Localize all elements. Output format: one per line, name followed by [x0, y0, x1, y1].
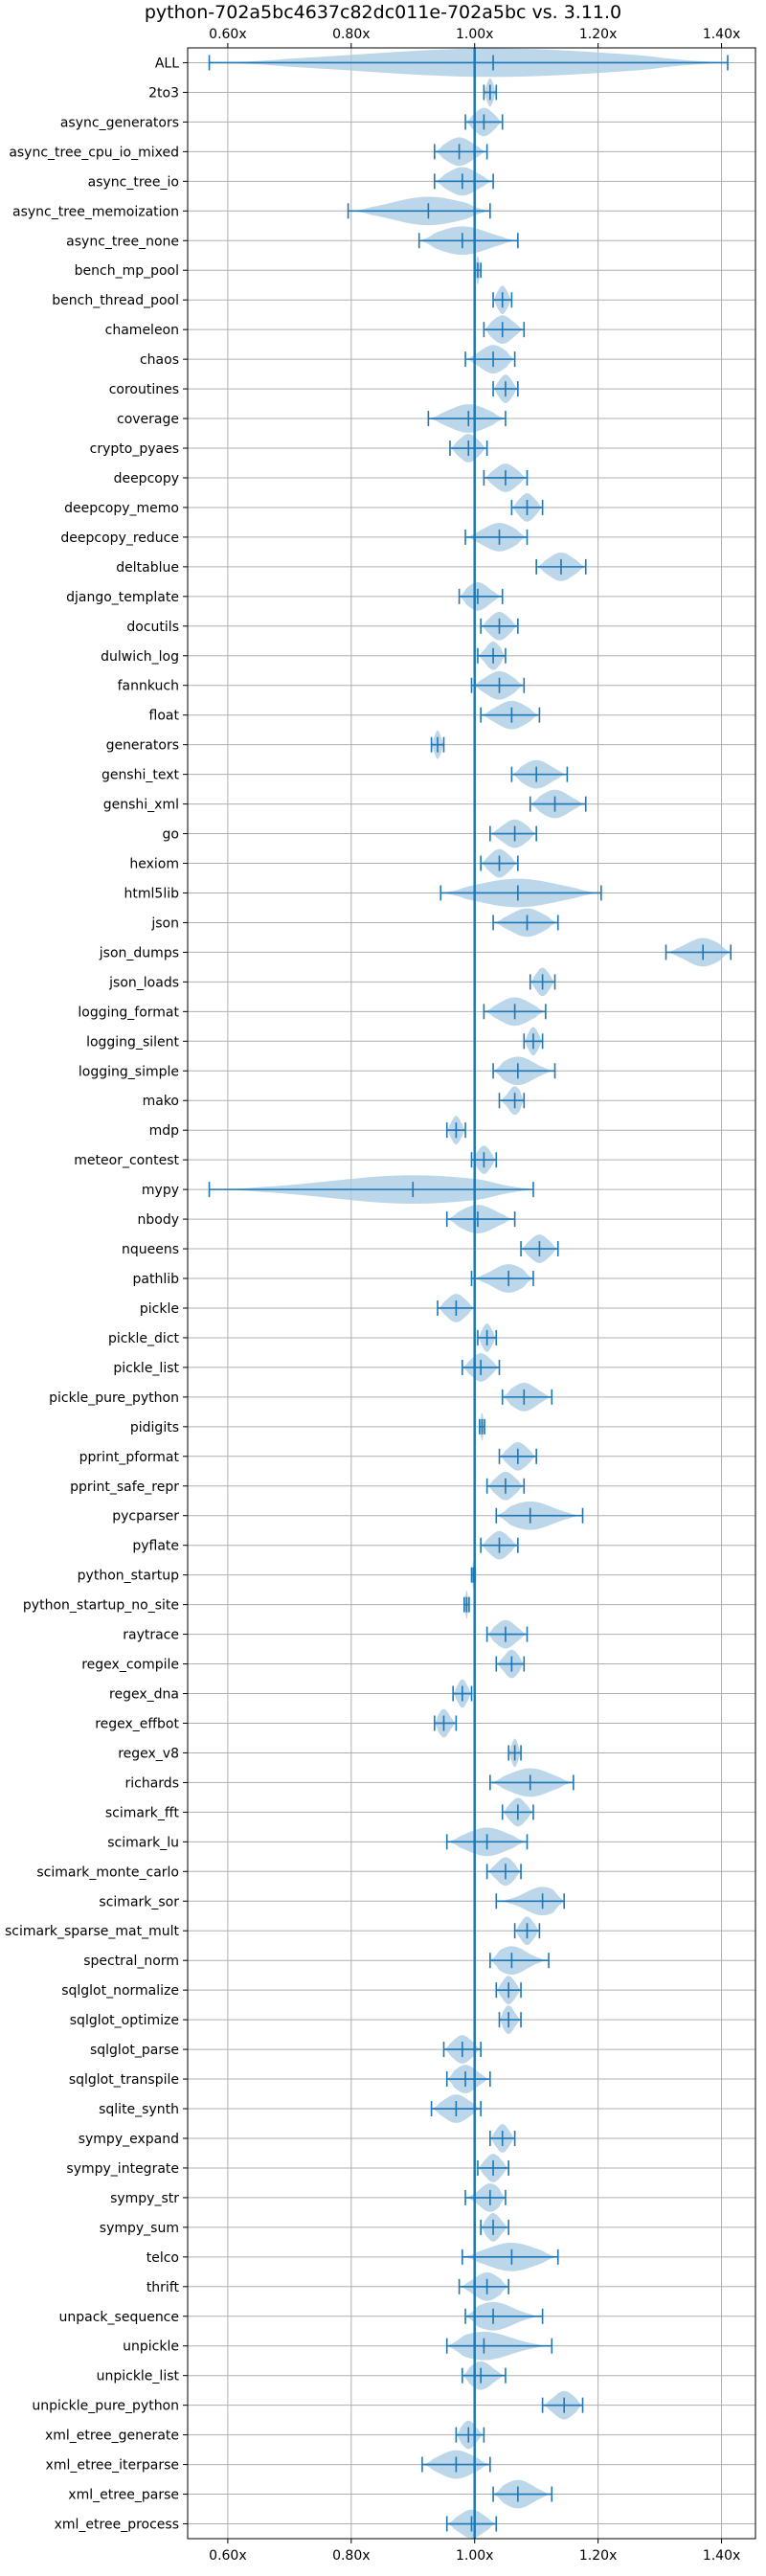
category-label: crypto_pyaes: [90, 441, 179, 457]
category-label: sympy_sum: [100, 2221, 179, 2236]
category-label: async_tree_io: [88, 174, 179, 190]
category-label: pidigits: [130, 1420, 179, 1435]
category-label: bench_mp_pool: [75, 263, 179, 279]
category-label: scimark_lu: [107, 1835, 179, 1850]
x-tick-label-top: 0.80x: [332, 27, 370, 42]
category-label: sympy_integrate: [66, 2161, 179, 2177]
category-label: spectral_norm: [83, 1954, 179, 1969]
category-label: ALL: [155, 56, 179, 71]
category-label: python_startup: [78, 1569, 179, 1584]
x-tick-label-bottom: 0.80x: [332, 2548, 370, 2564]
x-tick-label-top: 1.20x: [579, 27, 617, 42]
category-label: html5lib: [124, 886, 180, 901]
category-label: pickle_pure_python: [49, 1390, 179, 1406]
category-label: sympy_str: [110, 2191, 179, 2206]
category-label: async_tree_memoization: [12, 204, 179, 219]
category-label: coverage: [117, 412, 179, 427]
category-label: nbody: [138, 1212, 180, 1228]
category-label: telco: [146, 2250, 179, 2266]
category-label: xml_etree_parse: [68, 2488, 179, 2503]
x-tick-label-bottom: 1.00x: [456, 2548, 493, 2564]
category-label: scimark_sparse_mat_mult: [5, 1924, 179, 1939]
category-label: sqlglot_parse: [90, 2043, 179, 2058]
category-label: unpickle: [123, 2339, 179, 2355]
category-label: python_startup_no_site: [23, 1598, 179, 1614]
category-label: sqlglot_transpile: [69, 2072, 179, 2088]
category-label: thrift: [146, 2280, 180, 2295]
category-label: xml_etree_generate: [45, 2429, 179, 2444]
category-label: float: [149, 709, 180, 724]
category-label: async_tree_cpu_io_mixed: [9, 145, 179, 160]
category-label: logging_format: [78, 1005, 179, 1020]
category-label: logging_simple: [79, 1064, 179, 1079]
category-label: regex_dna: [109, 1687, 179, 1703]
category-label: mypy: [142, 1183, 179, 1198]
category-label: docutils: [126, 620, 179, 635]
category-label: pickle_list: [113, 1361, 179, 1376]
category-label: django_template: [66, 590, 179, 605]
category-label: chaos: [140, 352, 179, 368]
category-label: genshi_xml: [103, 798, 179, 813]
category-label: genshi_text: [101, 768, 180, 783]
category-label: scimark_monte_carlo: [36, 1864, 179, 1880]
category-label: sympy_expand: [79, 2132, 179, 2147]
category-label: pyflate: [132, 1539, 179, 1554]
category-label: json_dumps: [99, 945, 179, 960]
x-tick-label-top: 0.60x: [209, 27, 246, 42]
category-label: pickle_dict: [108, 1331, 180, 1346]
category-label: go: [163, 827, 179, 843]
category-label: logging_silent: [86, 1034, 179, 1050]
category-label: pprint_safe_repr: [70, 1480, 179, 1495]
category-label: deepcopy: [114, 471, 179, 486]
category-label: dulwich_log: [101, 649, 179, 665]
category-label: deltablue: [116, 560, 179, 576]
category-label: json_loads: [108, 975, 179, 990]
category-label: fannkuch: [118, 679, 179, 694]
category-label: richards: [125, 1775, 180, 1791]
category-label: coroutines: [109, 382, 179, 397]
category-label: pathlib: [133, 1272, 180, 1287]
category-label: regex_v8: [118, 1746, 179, 1761]
category-label: sqlglot_normalize: [61, 1983, 179, 1999]
category-label: sqlglot_optimize: [70, 2013, 179, 2028]
category-label: regex_effbot: [95, 1716, 179, 1731]
category-label: async_tree_none: [66, 234, 179, 249]
category-label: pycparser: [112, 1509, 179, 1525]
category-label: sqlite_synth: [99, 2102, 179, 2117]
category-label: unpack_sequence: [59, 2310, 179, 2325]
category-label: hexiom: [129, 857, 179, 872]
x-tick-label-top: 1.00x: [456, 27, 493, 42]
category-label: 2to3: [148, 85, 179, 101]
chart-title: python-702a5bc4637c82dc011e-702a5bc vs. …: [144, 2, 622, 23]
category-label: scimark_sor: [99, 1894, 179, 1909]
plot-area: [188, 48, 755, 2539]
category-label: regex_compile: [81, 1658, 179, 1673]
category-label: unpickle_list: [97, 2369, 180, 2384]
x-tick-label-top: 1.40x: [703, 27, 740, 42]
category-label: unpickle_pure_python: [32, 2399, 179, 2414]
x-tick-label-bottom: 1.40x: [703, 2548, 740, 2564]
x-tick-label-bottom: 1.20x: [579, 2548, 617, 2564]
category-label: chameleon: [105, 323, 179, 338]
category-label: deepcopy_memo: [64, 501, 179, 516]
category-label: nqueens: [122, 1242, 179, 1257]
x-tick-label-bottom: 0.60x: [209, 2548, 246, 2564]
category-label: xml_etree_iterparse: [46, 2458, 179, 2474]
category-label: bench_thread_pool: [52, 293, 179, 308]
category-label: xml_etree_process: [55, 2518, 179, 2533]
category-label: generators: [106, 738, 179, 754]
category-label: meteor_contest: [74, 1153, 179, 1168]
category-label: mdp: [149, 1123, 180, 1139]
category-label: scimark_fft: [105, 1805, 180, 1820]
category-label: json: [150, 915, 179, 931]
axes-frame: [187, 47, 756, 2540]
category-label: deepcopy_reduce: [60, 531, 179, 546]
category-label: raytrace: [123, 1628, 179, 1643]
category-label: mako: [143, 1094, 179, 1109]
category-label: async_generators: [60, 115, 179, 130]
category-label: pickle: [140, 1301, 179, 1317]
category-label: pprint_pformat: [79, 1450, 180, 1465]
